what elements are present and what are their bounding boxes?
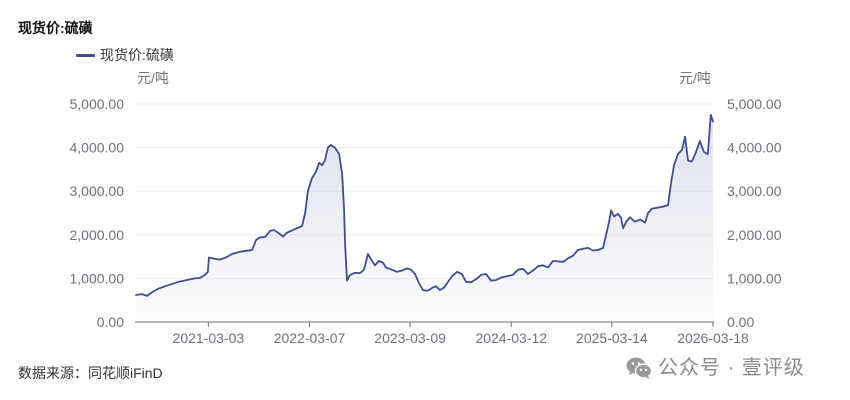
x-tick-label: 2022-03-07: [274, 330, 346, 346]
y-tick-label-left: 5,000.00: [70, 96, 125, 112]
x-tick-label: 2021-03-03: [173, 330, 245, 346]
y-tick-label-right: 0.00: [727, 314, 754, 330]
x-tick-label: 2024-03-12: [475, 330, 547, 346]
y-tick-label-left: 0.00: [97, 314, 124, 330]
legend-label: 现货价:硫磺: [100, 47, 174, 63]
data-source-note: 数据来源：同花顺iFinD: [18, 365, 163, 381]
x-tick-label: 2026-03-18: [677, 330, 749, 346]
y-tick-label-left: 4,000.00: [70, 140, 125, 156]
y-tick-label-right: 3,000.00: [727, 183, 782, 199]
series-line: [135, 114, 714, 297]
y-tick-label-left: 3,000.00: [70, 183, 125, 199]
watermark-text: 公众号 · 壹评级: [658, 357, 805, 379]
chart-title: 现货价:硫磺: [18, 20, 93, 36]
y-tick-label-left: 2,000.00: [70, 227, 125, 243]
watermark: 公众号 · 壹评级: [626, 354, 805, 382]
y-tick-label-right: 1,000.00: [727, 270, 782, 286]
series-area: [136, 114, 713, 323]
y-axis-unit-right: 元/吨: [679, 70, 711, 86]
x-tick-label: 2023-03-09: [374, 330, 446, 346]
y-axis-unit-left: 元/吨: [137, 70, 169, 86]
legend-swatch: [76, 53, 95, 57]
y-axis-left: 0.00 1,000.00 2,000.00 3,000.00 4,000.00 5,00…: [70, 96, 125, 330]
legend[interactable]: 现货价:硫磺: [76, 47, 174, 63]
y-tick-label-left: 1,000.00: [70, 270, 125, 286]
y-axis-right: 0.00 1,000.00 2,000.00 3,000.00 4,000.00 5,00…: [727, 96, 782, 330]
x-tick-label: 2025-03-14: [576, 330, 648, 346]
y-tick-label-right: 2,000.00: [727, 227, 782, 243]
x-axis: 2021-03-03 2022-03-07 2023-03-09 2024-03-12…: [173, 322, 749, 346]
y-tick-label-right: 5,000.00: [727, 96, 782, 112]
wechat-icon: [626, 357, 652, 379]
y-tick-label-right: 4,000.00: [727, 140, 782, 156]
